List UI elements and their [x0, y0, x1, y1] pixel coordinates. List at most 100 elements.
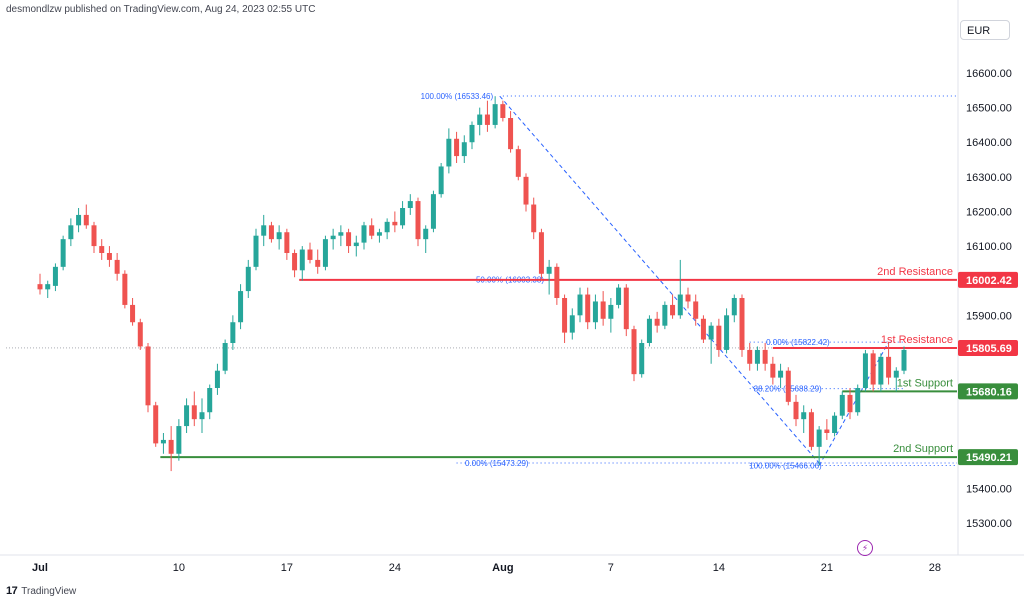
y-tick-label: 16200.00 — [966, 206, 1012, 218]
candle-body — [99, 246, 105, 253]
candle-body — [639, 343, 645, 375]
candle-body — [631, 329, 637, 375]
candle-body — [839, 394, 845, 416]
candle-body — [322, 239, 328, 267]
support-level-name: 2nd Support — [893, 443, 953, 455]
candle-body — [168, 439, 174, 454]
candle-body — [778, 370, 784, 378]
resistance-price-label: 16002.42 — [966, 275, 1012, 287]
x-tick-label: 14 — [713, 562, 725, 574]
candle-body — [862, 353, 868, 388]
x-tick-label: 21 — [821, 562, 833, 574]
y-tick-label: 15300.00 — [966, 518, 1012, 530]
resistance-price-label: 15805.69 — [966, 343, 1012, 355]
candle-body — [400, 208, 406, 226]
candle-body — [407, 201, 413, 208]
candle-body — [284, 232, 290, 253]
candle-body — [261, 225, 267, 236]
candle-body — [207, 388, 213, 413]
candle-body — [130, 304, 136, 323]
candle-body — [724, 315, 730, 350]
candle-body — [855, 388, 861, 413]
candle-body — [677, 294, 683, 316]
candle-body — [415, 201, 421, 240]
candle-body — [176, 426, 182, 454]
candle-body — [106, 253, 112, 260]
fib-trend-line — [818, 342, 890, 466]
fib-label: 0.00% (15822.42) — [766, 338, 830, 347]
resistance-price-tag — [958, 271, 1018, 288]
candle-body — [708, 325, 714, 340]
candle-body — [623, 287, 629, 330]
candle-body — [292, 253, 298, 271]
fib-label: 100.00% (16533.46) — [421, 92, 494, 101]
y-tick-label: 16600.00 — [966, 68, 1012, 80]
x-tick-label: 17 — [281, 562, 293, 574]
y-tick-label: 16100.00 — [966, 241, 1012, 253]
x-tick-label: Aug — [492, 562, 513, 574]
publisher-info: desmondlzw published on TradingView.com,… — [6, 4, 316, 15]
fib-label: 0.00% (15473.29) — [465, 459, 529, 468]
support-price-tag — [958, 383, 1018, 400]
candle-body — [376, 232, 382, 236]
candle-body — [184, 405, 190, 427]
resistance-level-name: 1st Resistance — [881, 334, 953, 346]
lightning-icon[interactable]: ⚡ — [857, 540, 873, 556]
currency-selector[interactable]: EUR — [960, 20, 1010, 40]
candle-body — [423, 228, 429, 240]
candle-body — [600, 301, 606, 319]
candle-body — [531, 204, 537, 233]
candle-body — [276, 232, 282, 240]
candle-body — [716, 325, 722, 350]
candle-body — [901, 349, 907, 371]
tradingview-logo: 17 — [6, 585, 18, 597]
candle-body — [754, 349, 760, 364]
candle-body — [160, 439, 166, 444]
candle-body — [45, 284, 51, 290]
candle-body — [214, 370, 220, 388]
candle-body — [739, 298, 745, 350]
candle-body — [893, 370, 899, 378]
candle-body — [508, 118, 514, 150]
candle-body — [492, 104, 498, 125]
candle-body — [37, 284, 43, 290]
y-tick-label: 15400.00 — [966, 483, 1012, 495]
support-price-tag — [958, 449, 1018, 466]
candle-body — [346, 232, 352, 247]
candle-body — [747, 349, 753, 364]
candle-body — [793, 401, 799, 420]
candle-body — [315, 259, 321, 267]
candle-body — [693, 301, 699, 319]
candle-body — [585, 294, 591, 323]
candle-body — [461, 142, 467, 157]
candle-body — [824, 429, 830, 433]
fib-label: 100.00% (15466.06) — [749, 462, 822, 471]
candle-body — [91, 225, 97, 247]
candle-body — [685, 294, 691, 302]
resistance-price-tag — [958, 339, 1018, 356]
candle-body — [569, 315, 575, 333]
candle-body — [238, 291, 244, 323]
candle-body — [878, 356, 884, 385]
candle-body — [832, 415, 838, 433]
support-level-name: 1st Support — [897, 377, 953, 389]
candle-body — [870, 353, 876, 385]
candle-body — [654, 318, 660, 326]
candle-body — [616, 287, 622, 305]
candle-body — [384, 221, 390, 233]
candle-body — [137, 322, 143, 347]
x-tick-label: 10 — [173, 562, 185, 574]
footer-brand: 17 TradingView — [6, 585, 76, 597]
candle-body — [731, 298, 737, 316]
candle-body — [816, 429, 822, 447]
x-tick-label: 24 — [389, 562, 401, 574]
candle-body — [52, 266, 58, 286]
candle-body — [361, 225, 367, 243]
x-tick-label: 28 — [929, 562, 941, 574]
candle-body — [500, 104, 506, 118]
y-tick-label: 16400.00 — [966, 137, 1012, 149]
candle-body — [299, 249, 305, 271]
candle-body — [230, 322, 236, 343]
candle-body — [592, 301, 598, 323]
